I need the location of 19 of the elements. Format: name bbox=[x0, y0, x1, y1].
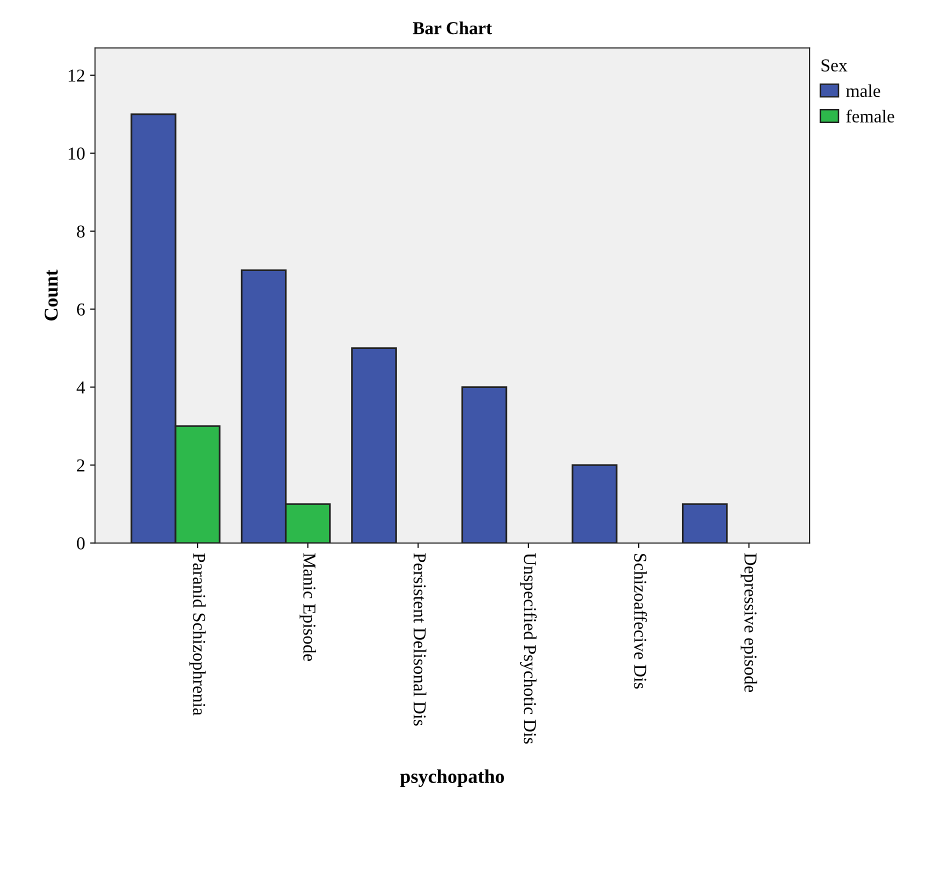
x-tick-label: Depressive episode bbox=[740, 553, 758, 692]
legend-label: female bbox=[846, 110, 894, 123]
y-tick-label: 4 bbox=[76, 381, 86, 394]
legend-label: male bbox=[846, 84, 880, 98]
x-tick-label: Persistent Delisonal Dis bbox=[414, 553, 426, 726]
y-tick-label: 10 bbox=[68, 147, 85, 160]
x-tick-label: Schizoaffecive Dis bbox=[634, 554, 648, 689]
y-axis-title: Count bbox=[44, 270, 58, 320]
legend-title: Sex bbox=[822, 59, 848, 72]
chart-title: Bar Chart bbox=[412, 22, 492, 34]
y-tick-label: 6 bbox=[77, 303, 85, 316]
y-tick-label: 2 bbox=[77, 459, 84, 472]
y-tick-label: 12 bbox=[68, 70, 84, 82]
x-tick-label: Paranid Schizophrenia bbox=[189, 553, 206, 716]
y-tick-label: 8 bbox=[76, 225, 85, 238]
x-axis-title: psychopatho bbox=[400, 769, 504, 788]
x-tick-label: Manic Episode bbox=[300, 553, 316, 661]
y-tick-label: 0 bbox=[76, 537, 85, 550]
x-tick-label: Unspecified Psychotic Dis bbox=[520, 553, 537, 744]
